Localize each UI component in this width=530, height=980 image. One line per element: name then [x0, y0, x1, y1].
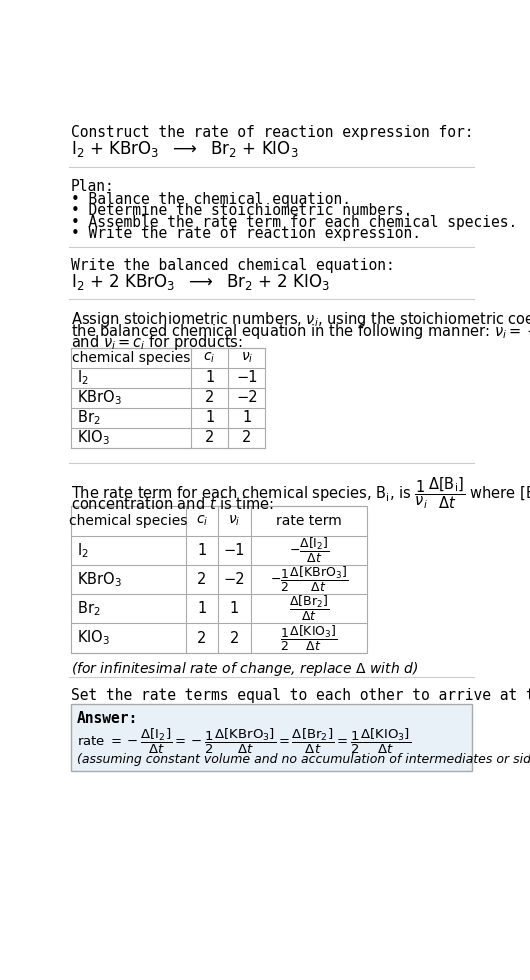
Text: −2: −2 — [224, 572, 245, 587]
Text: $c_i$: $c_i$ — [204, 351, 216, 365]
Text: $\mathrm{I_2}$ + KBrO$_3$  $\longrightarrow$  Br$_2$ + KIO$_3$: $\mathrm{I_2}$ + KBrO$_3$ $\longrightarr… — [71, 139, 298, 159]
Text: $c_i$: $c_i$ — [196, 514, 208, 528]
Text: (for infinitesimal rate of change, replace $\Delta$ with $d$): (for infinitesimal rate of change, repla… — [71, 661, 418, 678]
Text: 1: 1 — [205, 370, 214, 385]
Text: rate term: rate term — [276, 514, 342, 528]
Text: 2: 2 — [197, 630, 207, 646]
Text: $\dfrac{\Delta[\mathrm{Br_2}]}{\Delta t}$: $\dfrac{\Delta[\mathrm{Br_2}]}{\Delta t}… — [289, 594, 329, 623]
Text: −2: −2 — [236, 390, 258, 406]
Text: Answer:: Answer: — [77, 711, 138, 726]
Text: The rate term for each chemical species, $\mathrm{B_i}$, is $\dfrac{1}{\nu_i}\df: The rate term for each chemical species,… — [71, 475, 530, 512]
Text: $\mathrm{I_2}$: $\mathrm{I_2}$ — [77, 541, 89, 560]
Text: Br$_2$: Br$_2$ — [77, 409, 101, 427]
Text: Construct the rate of reaction expression for:: Construct the rate of reaction expressio… — [71, 125, 473, 140]
Text: KBrO$_3$: KBrO$_3$ — [77, 388, 122, 408]
Text: • Write the rate of reaction expression.: • Write the rate of reaction expression. — [71, 226, 421, 241]
Text: 1: 1 — [197, 543, 207, 558]
Text: chemical species: chemical species — [69, 514, 188, 528]
Text: and $\nu_i = c_i$ for products:: and $\nu_i = c_i$ for products: — [71, 333, 243, 352]
Text: 2: 2 — [205, 430, 214, 446]
Text: $-\dfrac{1}{2}\dfrac{\Delta[\mathrm{KBrO_3}]}{\Delta t}$: $-\dfrac{1}{2}\dfrac{\Delta[\mathrm{KBrO… — [270, 565, 348, 594]
Text: 1: 1 — [242, 411, 251, 425]
Text: Set the rate terms equal to each other to arrive at the rate expression:: Set the rate terms equal to each other t… — [71, 688, 530, 704]
Text: • Balance the chemical equation.: • Balance the chemical equation. — [71, 191, 351, 207]
Text: KBrO$_3$: KBrO$_3$ — [77, 570, 122, 589]
Text: Assign stoichiometric numbers, $\nu_i$, using the stoichiometric coefficients, $: Assign stoichiometric numbers, $\nu_i$, … — [71, 310, 530, 329]
Text: 1: 1 — [205, 411, 214, 425]
Text: • Determine the stoichiometric numbers.: • Determine the stoichiometric numbers. — [71, 203, 412, 219]
Text: 1: 1 — [230, 602, 239, 616]
Text: $\nu_i$: $\nu_i$ — [241, 351, 253, 365]
Text: rate $= -\dfrac{\Delta[\mathrm{I_2}]}{\Delta t} = -\dfrac{1}{2}\dfrac{\Delta[\ma: rate $= -\dfrac{\Delta[\mathrm{I_2}]}{\D… — [77, 727, 411, 756]
Text: $\mathrm{I_2}$: $\mathrm{I_2}$ — [77, 368, 89, 387]
Text: concentration and $t$ is time:: concentration and $t$ is time: — [71, 496, 274, 512]
Text: chemical species: chemical species — [72, 351, 190, 365]
Text: $\dfrac{1}{2}\dfrac{\Delta[\mathrm{KIO_3}]}{\Delta t}$: $\dfrac{1}{2}\dfrac{\Delta[\mathrm{KIO_3… — [280, 623, 338, 653]
Text: 2: 2 — [229, 630, 239, 646]
Text: 2: 2 — [205, 390, 214, 406]
Text: KIO$_3$: KIO$_3$ — [77, 629, 110, 648]
Text: 2: 2 — [197, 572, 207, 587]
Bar — [71, 348, 266, 448]
Text: • Assemble the rate term for each chemical species.: • Assemble the rate term for each chemic… — [71, 215, 517, 229]
Text: the balanced chemical equation in the following manner: $\nu_i = -c_i$ for react: the balanced chemical equation in the fo… — [71, 321, 530, 341]
Text: KIO$_3$: KIO$_3$ — [77, 428, 110, 447]
Text: $-\dfrac{\Delta[\mathrm{I_2}]}{\Delta t}$: $-\dfrac{\Delta[\mathrm{I_2}]}{\Delta t}… — [288, 536, 329, 564]
Text: (assuming constant volume and no accumulation of intermediates or side products): (assuming constant volume and no accumul… — [77, 753, 530, 765]
Text: Plan:: Plan: — [71, 179, 114, 194]
Text: −1: −1 — [224, 543, 245, 558]
Text: $\nu_i$: $\nu_i$ — [228, 514, 241, 528]
Text: 2: 2 — [242, 430, 252, 446]
Bar — [71, 507, 367, 653]
FancyBboxPatch shape — [71, 704, 472, 771]
Text: Write the balanced chemical equation:: Write the balanced chemical equation: — [71, 258, 395, 272]
Text: Br$_2$: Br$_2$ — [77, 600, 101, 618]
Text: 1: 1 — [197, 602, 207, 616]
Text: $\mathrm{I_2}$ + 2 KBrO$_3$  $\longrightarrow$  Br$_2$ + 2 KIO$_3$: $\mathrm{I_2}$ + 2 KBrO$_3$ $\longrighta… — [71, 271, 330, 292]
Text: −1: −1 — [236, 370, 258, 385]
